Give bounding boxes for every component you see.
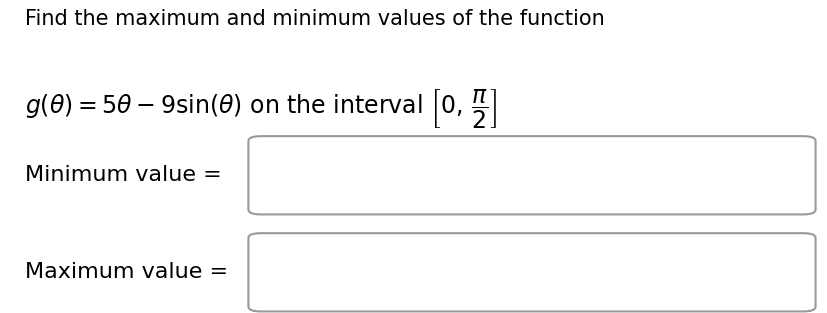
Text: $g(\theta) = 5\theta - 9\sin(\theta)$ on the interval $\left[0,\,\dfrac{\pi}{2}\: $g(\theta) = 5\theta - 9\sin(\theta)$ on… [25, 88, 496, 131]
Text: Maximum value =: Maximum value = [25, 262, 227, 282]
FancyBboxPatch shape [248, 136, 815, 214]
FancyBboxPatch shape [248, 233, 815, 311]
Text: Find the maximum and minimum values of the function: Find the maximum and minimum values of t… [25, 9, 604, 29]
Text: Minimum value =: Minimum value = [25, 165, 222, 185]
